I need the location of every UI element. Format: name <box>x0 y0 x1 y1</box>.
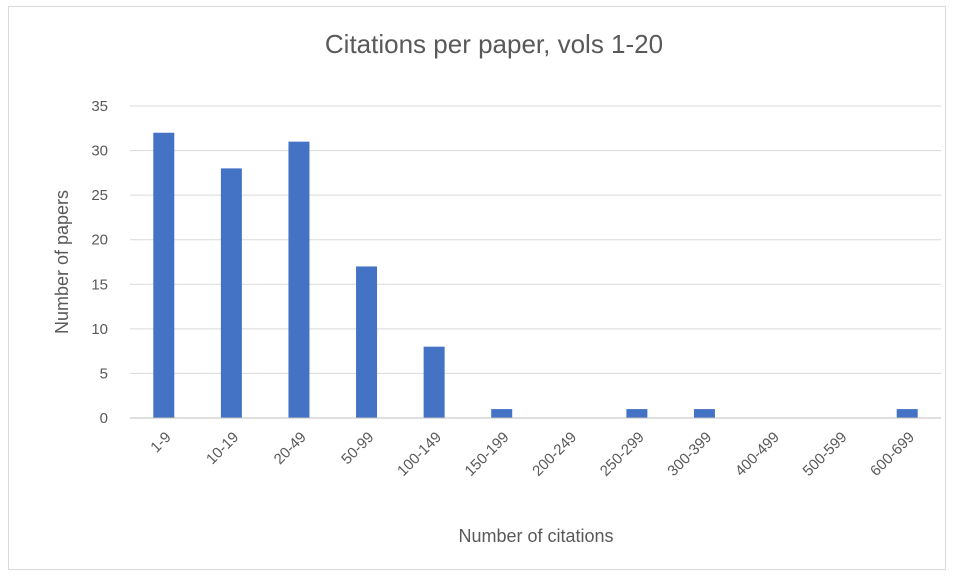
x-tick-label: 500-599 <box>799 429 850 480</box>
bar-300-399 <box>693 409 715 418</box>
x-tick-label: 10-19 <box>203 429 242 468</box>
x-tick-label: 600-699 <box>867 429 918 480</box>
bar-20-49 <box>288 141 310 418</box>
x-tick-label: 400-499 <box>732 429 783 480</box>
x-tick-label: 20-49 <box>271 429 310 468</box>
chart-title: Citations per paper, vols 1-20 <box>325 29 663 59</box>
gridlines <box>130 105 941 374</box>
y-axis-title: Number of papers <box>52 190 72 334</box>
y-tick-label: 25 <box>91 187 108 204</box>
bar-600-699 <box>896 409 918 418</box>
bar-250-299 <box>626 409 648 418</box>
x-tick-label: 250-299 <box>597 429 648 480</box>
x-tick-label: 1-9 <box>147 429 174 456</box>
x-tick-label: 50-99 <box>338 429 377 468</box>
bars <box>153 132 918 418</box>
y-tick-label: 35 <box>91 98 108 115</box>
x-tick-label: 300-399 <box>664 429 715 480</box>
x-tick-label: 150-199 <box>462 429 513 480</box>
y-tick-label: 5 <box>100 365 108 382</box>
y-tick-label: 15 <box>91 276 108 293</box>
x-tick-label: 200-249 <box>529 429 580 480</box>
y-tick-label: 30 <box>91 143 108 160</box>
y-tick-label: 20 <box>91 232 108 249</box>
y-axis-ticks: 0 5 10 15 20 25 30 35 <box>91 98 108 427</box>
x-axis-title: Number of citations <box>458 526 613 546</box>
y-tick-label: 10 <box>91 321 108 338</box>
x-tick-label: 100-149 <box>394 429 445 480</box>
y-tick-label: 0 <box>100 410 108 427</box>
bar-1-9 <box>153 132 175 418</box>
x-axis-ticks: 1-9 10-19 20-49 50-99 100-149 150-199 200-249 2… <box>147 429 918 480</box>
bar-150-199 <box>491 409 513 418</box>
bar-10-19 <box>220 168 242 418</box>
bar-50-99 <box>356 266 378 418</box>
bar-100-149 <box>423 346 445 418</box>
